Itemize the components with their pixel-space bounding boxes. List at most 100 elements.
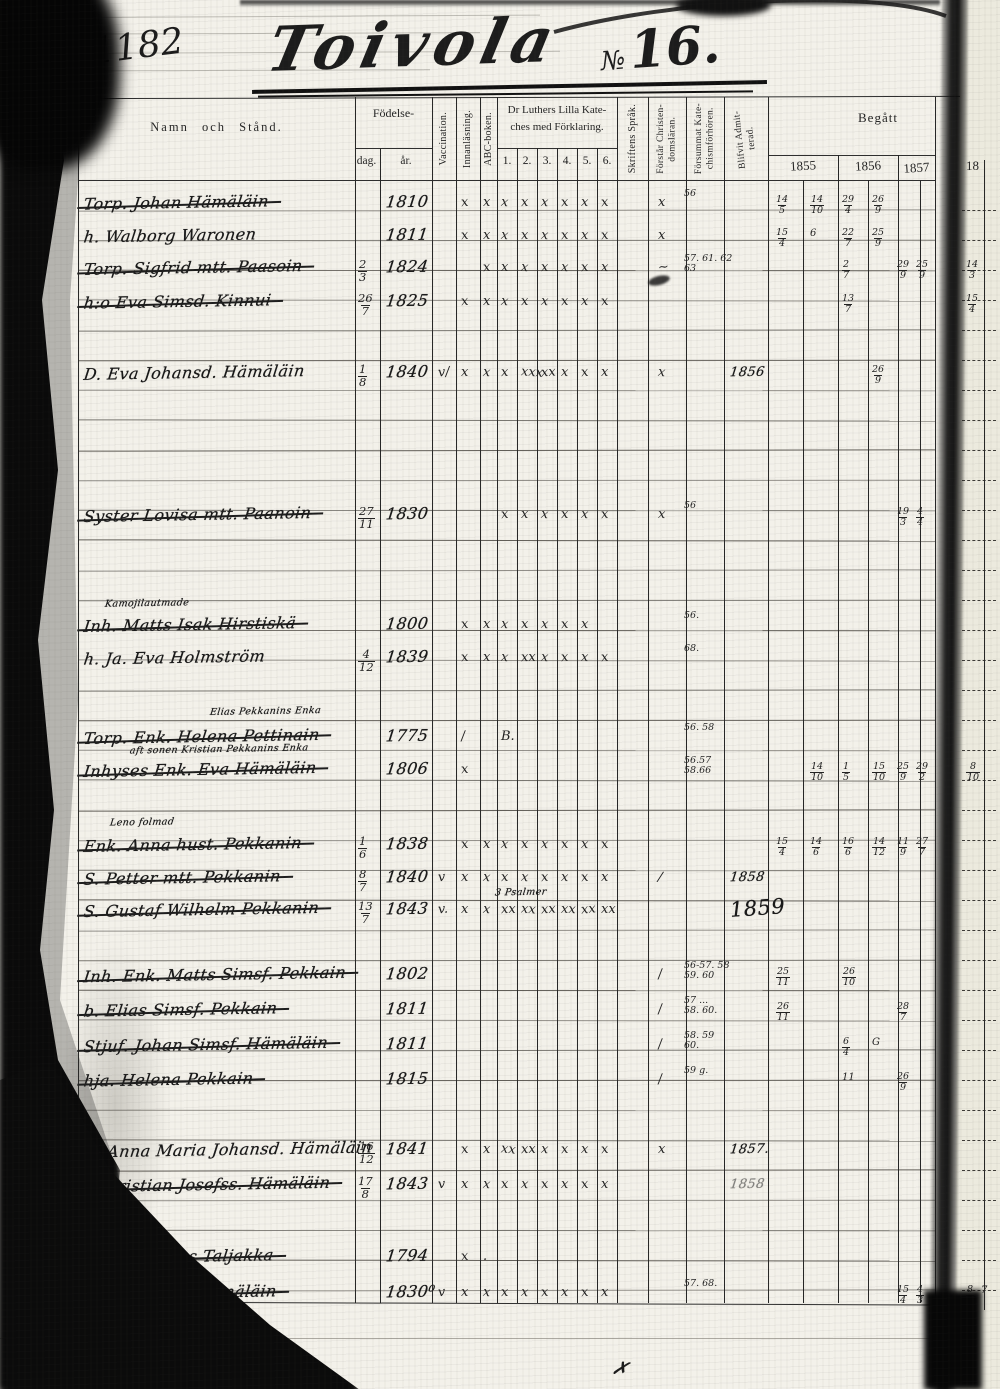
- attendance-mark: xx: [560, 901, 576, 918]
- column-header-catechism: Dr Luthers Lilla Kate- ches med Förklari…: [507, 104, 607, 133]
- entry-birth-year: 1815: [384, 1068, 430, 1089]
- attendance-mark: x: [580, 1284, 590, 1301]
- attendance-mark: x: [580, 364, 590, 381]
- attendance-mark: x: [560, 836, 569, 853]
- entry-birth-day: 26 7: [358, 291, 373, 318]
- admitted-year: 1858: [729, 869, 766, 886]
- adjacent-row-line: [962, 1080, 996, 1081]
- adjacent-row-line: [962, 420, 996, 421]
- column-line: [355, 97, 357, 1303]
- entry-birth-year: 1840: [384, 361, 430, 382]
- entry-birth-day: 27 11: [358, 504, 375, 531]
- top-left-ink-blob: [0, 0, 120, 170]
- adjacent-row-line: [962, 270, 996, 271]
- attendance-mark: x: [658, 228, 666, 243]
- attendance-mark: x: [560, 1284, 569, 1301]
- entry-birth-year: 1811: [384, 224, 430, 245]
- adjacent-row-line: [962, 930, 996, 931]
- entry-birth-year: 1843: [384, 1173, 430, 1194]
- adjacent-row-line: [962, 1140, 996, 1141]
- column-line: [78, 97, 80, 1303]
- entry-name: Inh. h. Gust. Hämäläin: [82, 1281, 278, 1304]
- entry-name: S. Kristian Josefss. Hämäläin: [82, 1172, 332, 1197]
- attendance-mark: x: [560, 293, 569, 310]
- communion-date: 14 6: [810, 836, 823, 858]
- attendance-mark: x: [460, 761, 470, 778]
- attendance-mark: x: [460, 293, 470, 310]
- attendance-mark: x: [601, 1177, 609, 1192]
- entry-birth-year: 1811: [384, 998, 430, 1019]
- attendance-mark: xx: [500, 901, 516, 918]
- table-bottom-line: [78, 1301, 935, 1306]
- column-header-day: dag.: [356, 155, 377, 167]
- attendance-mark: ~: [657, 259, 670, 276]
- attendance-mark: v: [437, 869, 447, 886]
- header-bottom-line: [78, 180, 935, 182]
- attendance-mark: v: [437, 1284, 447, 1301]
- row-line: [77, 419, 936, 422]
- entry-name: Syster Lovisa mtt. Paanoin: [82, 503, 313, 526]
- entry-note: Elias Pekkanins Enka: [209, 705, 322, 718]
- attendance-mark: x: [600, 506, 609, 523]
- entry-name: hja. Helena Pekkain: [82, 1068, 255, 1091]
- communion-date: 15 4: [776, 227, 789, 249]
- entry-note: aft sonen Kristian Pekkanins Enka: [129, 742, 310, 757]
- attendance-mark: .: [483, 1249, 488, 1264]
- column-line: [920, 180, 922, 1303]
- column-line: [597, 148, 599, 1303]
- catechism-col-label: 6.: [602, 155, 612, 167]
- entry-name: S. Petter mtt. Pekkanin: [82, 866, 283, 889]
- entry-birth-year: 1839: [384, 646, 430, 667]
- attendance-mark: x: [540, 194, 549, 211]
- attendance-mark: x: [540, 1284, 549, 1301]
- attendance-mark: x: [520, 1176, 529, 1193]
- attendance-mark: x: [482, 364, 492, 381]
- column-header-name: Namn och Stånd.: [150, 120, 283, 134]
- communion-date: 15 4: [776, 836, 789, 858]
- row-line: [77, 1169, 936, 1172]
- adjacent-row-line: [962, 450, 996, 451]
- attendance-mark: x: [601, 870, 609, 885]
- communion-date: 29 4: [842, 194, 855, 216]
- attendance-mark: x: [500, 1284, 509, 1301]
- catechism-col-label: 4.: [562, 155, 572, 167]
- entry-name: Inhyses Enk. Eva Hämäläin: [82, 757, 318, 782]
- missed-exam-note: 56: [684, 188, 697, 199]
- attendance-mark: x: [461, 870, 469, 885]
- attendance-mark: x: [461, 902, 469, 917]
- attendance-mark: x: [600, 649, 610, 666]
- communion-date: 15 10: [872, 761, 887, 783]
- adjacent-row-line: [962, 1230, 996, 1231]
- catechism-subcolumns: 1. 2. 3. 4. 5. 6.: [497, 155, 617, 167]
- column-line: [724, 97, 726, 1303]
- attendance-mark: x: [482, 1176, 492, 1193]
- attendance-mark: x: [580, 227, 589, 244]
- attendance-mark: x: [658, 1142, 666, 1157]
- attendance-mark: x: [560, 649, 569, 666]
- entry-name: Torp. Johan Hämäläin: [82, 191, 271, 214]
- attendance-mark: x: [521, 507, 529, 522]
- attendance-mark: x: [483, 228, 491, 243]
- missed-exam-note: 57 ... 58. 60.: [684, 995, 718, 1016]
- attendance-mark: x: [560, 1176, 569, 1193]
- row-line: [77, 479, 936, 482]
- attendance-mark: x: [540, 293, 549, 310]
- entry-name: b. Elias Simsf. Pekkain: [82, 998, 279, 1021]
- attendance-mark: x: [460, 836, 470, 853]
- row-line: [77, 929, 936, 932]
- adjacent-row-line: [962, 990, 996, 991]
- attendance-mark: xx: [580, 901, 597, 918]
- attendance-mark: /: [657, 966, 664, 983]
- attendance-mark: /: [657, 1071, 664, 1088]
- communion-date: 26 9: [897, 1071, 910, 1093]
- entry-birth-year: 1800: [384, 613, 430, 634]
- communion-date: 22 7: [842, 227, 855, 249]
- entry-name: Enk. Anna hust. Pekkanin: [82, 833, 304, 856]
- row-line: [77, 809, 936, 812]
- row-line: [77, 569, 936, 572]
- year-header-1857: 1857: [902, 159, 930, 176]
- admitted-year: 1857.: [729, 1141, 771, 1158]
- communion-date: 26 11: [776, 1001, 791, 1023]
- column-line: [898, 155, 900, 1303]
